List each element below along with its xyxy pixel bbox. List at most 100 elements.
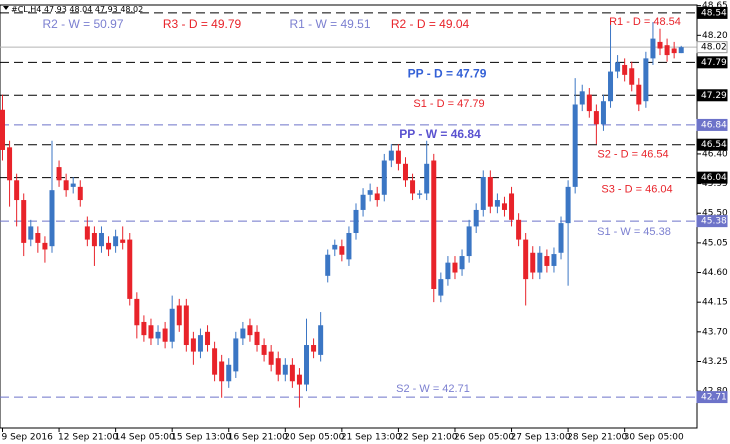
candle-body — [459, 256, 465, 270]
candle-body — [84, 226, 90, 240]
level-axis-box — [696, 391, 728, 404]
x-tick-label: 15 Sep 13:00 — [171, 433, 231, 443]
candle-body — [671, 48, 677, 54]
candle-body — [579, 91, 585, 105]
candle-body — [113, 236, 119, 247]
x-tick-label: 30 Sep 05:00 — [624, 433, 684, 443]
candle-body — [593, 111, 599, 125]
annotation: R1 - W = 49.51 — [289, 17, 370, 31]
symbol-arrow — [3, 6, 9, 10]
candle-body — [664, 45, 670, 56]
candle-body — [318, 325, 324, 355]
candle-body — [261, 345, 267, 355]
candle-body — [346, 232, 352, 260]
level-axis-box — [696, 138, 728, 151]
last-low: 47.93 — [95, 5, 118, 14]
level-axis-box — [696, 56, 728, 69]
x-tick-label: 21 Sep 13:00 — [341, 433, 401, 443]
x-tick-label: 20 Sep 05:00 — [284, 433, 344, 443]
candle-body — [49, 190, 55, 247]
candle-body — [63, 180, 69, 191]
level-axis-label: 46.04 — [701, 173, 727, 183]
candle-body — [332, 244, 338, 250]
candle-body — [650, 38, 656, 59]
candle-body — [77, 186, 83, 201]
x-tick-label: 14 Sep 05:00 — [115, 433, 175, 443]
level-axis-label: 48.02 — [701, 43, 727, 53]
candle-body — [106, 242, 112, 250]
candle-body — [219, 361, 225, 382]
candle-body — [657, 41, 663, 49]
candle-body — [176, 305, 182, 326]
candle-body — [473, 209, 479, 227]
y-tick-label: 44.15 — [702, 298, 728, 308]
level-axis-label: 42.71 — [701, 393, 727, 403]
symbol: #CL,H4 — [11, 5, 41, 14]
candle-body — [325, 254, 331, 276]
candle-body — [367, 190, 373, 195]
level-axis-box — [696, 215, 728, 228]
x-tick-label: 9 Sep 2016 — [2, 433, 54, 443]
candle-body — [56, 167, 62, 181]
candle-body — [91, 232, 97, 247]
x-tick-label: 22 Sep 21:00 — [397, 433, 457, 443]
level-label: PP - W = 46.84 — [399, 127, 481, 141]
candle-body — [42, 242, 48, 250]
candle-body — [558, 223, 564, 253]
x-tick-label: 16 Sep 21:00 — [228, 433, 288, 443]
x-tick-label: 12 Sep 21:00 — [58, 433, 118, 443]
candle-body — [240, 328, 246, 339]
candle-body — [197, 335, 203, 352]
candle-body — [120, 239, 126, 243]
candle-body — [98, 232, 104, 247]
candle-body — [445, 262, 451, 280]
candle-body — [530, 252, 536, 273]
candle-body — [544, 256, 550, 266]
candle-body — [226, 364, 232, 382]
candle-body — [402, 163, 408, 181]
y-tick-label: 48.20 — [702, 31, 728, 41]
level-axis-box — [696, 171, 728, 184]
candle-body — [205, 331, 211, 346]
level-label: S2 - W = 42.71 — [396, 383, 470, 395]
x-tick-label: 26 Sep 05:00 — [454, 433, 514, 443]
y-tick-label: 43.70 — [702, 327, 728, 337]
level-axis-box — [696, 89, 728, 102]
candle-body — [516, 219, 522, 240]
candle-body — [388, 150, 394, 161]
candle-body — [233, 338, 239, 372]
candle-body — [247, 325, 253, 336]
candle-body — [523, 239, 529, 280]
candle-body — [600, 101, 606, 125]
candle-body — [417, 193, 423, 195]
x-tick-label: 27 Sep 13:00 — [511, 433, 571, 443]
level-label: R1 - D = 48.54 — [609, 16, 681, 28]
level-axis-box — [696, 41, 728, 54]
candle-body — [551, 254, 557, 266]
candle-body — [487, 176, 493, 207]
candle-body — [212, 348, 218, 375]
candle-body — [572, 104, 578, 187]
candle-body — [431, 160, 437, 290]
candle-body — [254, 331, 260, 346]
candle-body — [190, 338, 196, 352]
candle-body — [438, 279, 444, 296]
candle-body — [169, 308, 175, 342]
candle-body — [410, 180, 416, 194]
candle-body — [155, 331, 161, 339]
candle-body — [353, 209, 359, 233]
candle-body — [586, 94, 592, 112]
annotation: R2 - D = 49.04 — [391, 17, 470, 31]
candle-body — [494, 200, 500, 207]
candle-body — [608, 71, 614, 102]
header: #CL,H4 47.93 48.04 47.93 48.02 — [11, 5, 143, 14]
candle-body — [0, 109, 5, 150]
candle-body — [629, 68, 635, 85]
candle-body — [424, 163, 430, 194]
candle-body — [289, 364, 295, 382]
candle-body — [275, 358, 281, 375]
candle-body — [268, 351, 274, 365]
y-tick-label: 44.60 — [702, 268, 728, 278]
y-tick-label: 45.05 — [702, 238, 728, 248]
